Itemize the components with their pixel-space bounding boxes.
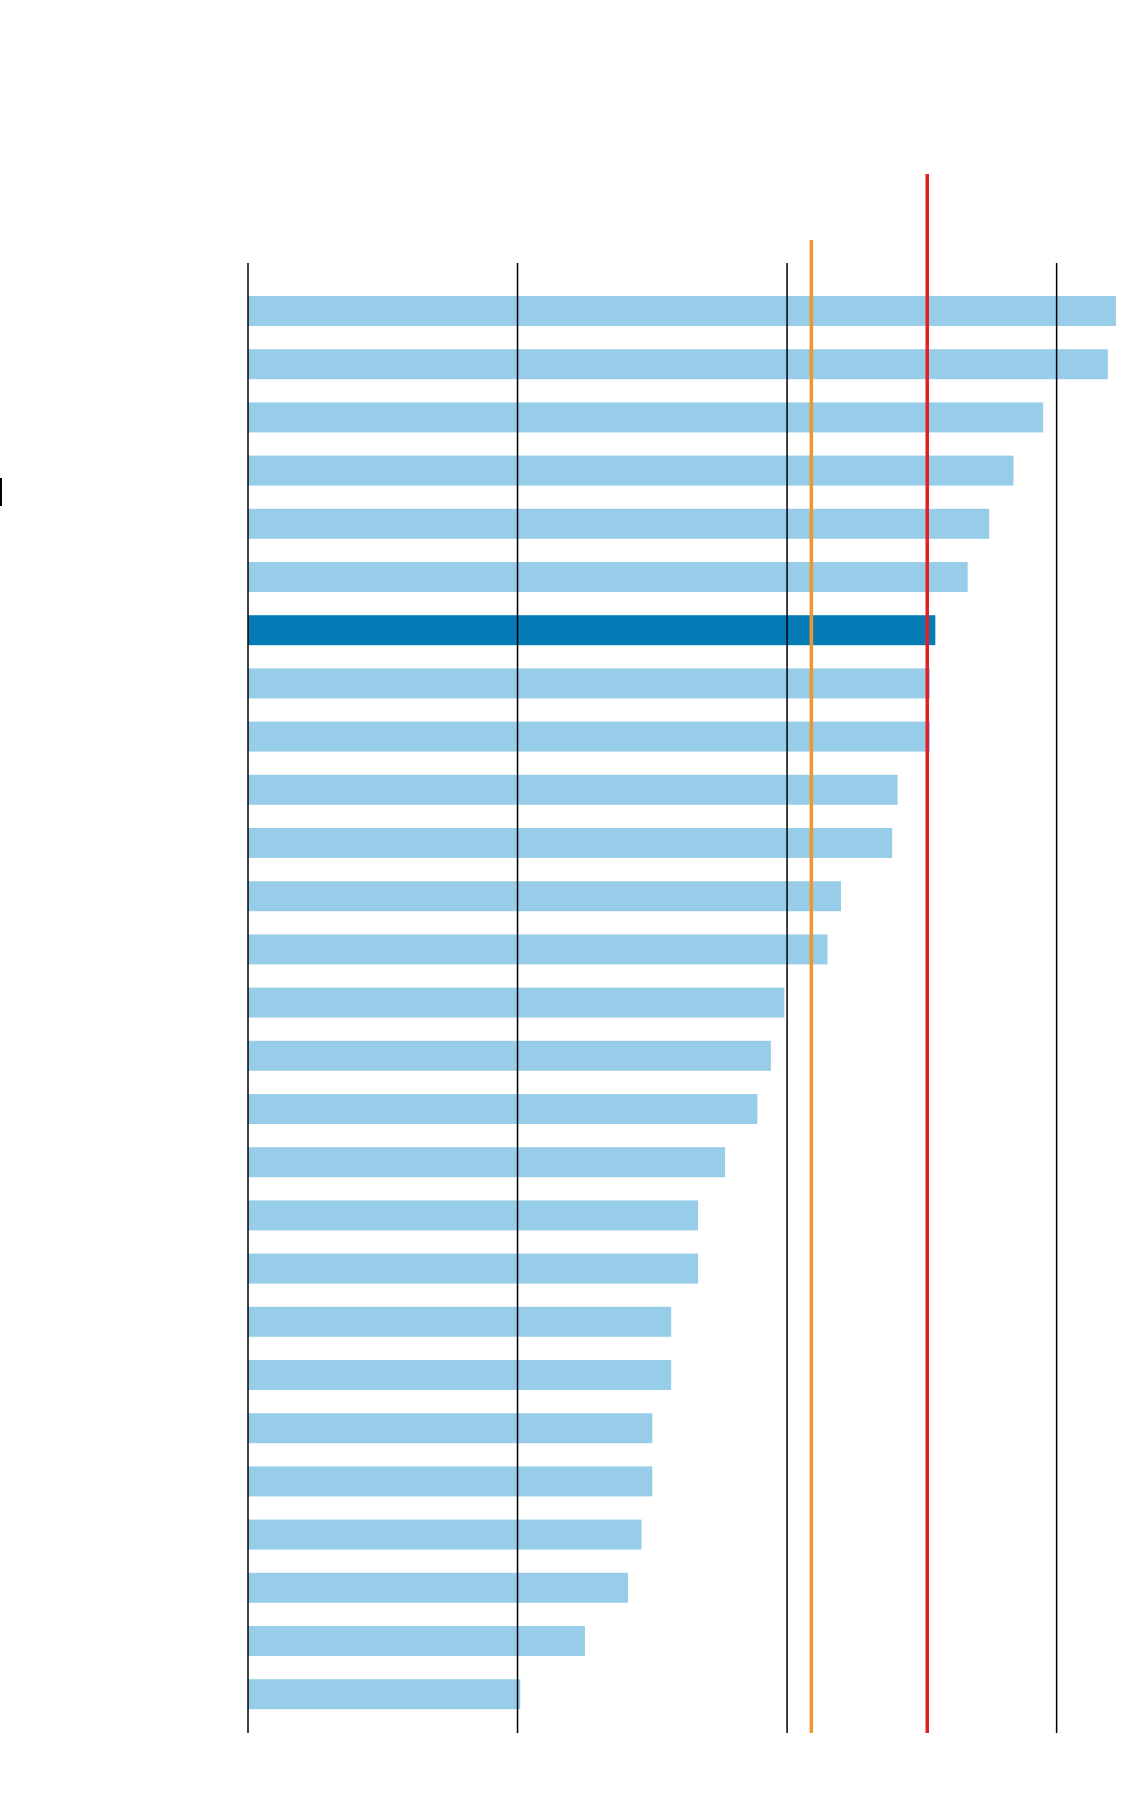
bar: [248, 1147, 726, 1178]
bar: [248, 615, 936, 646]
bar: [248, 987, 785, 1018]
bar: [248, 455, 1014, 486]
bar: [248, 1094, 758, 1124]
bar: [248, 934, 828, 965]
bar: [248, 881, 841, 912]
bar: [248, 1572, 629, 1603]
bar: [248, 668, 930, 699]
bar: [248, 1040, 771, 1071]
bar: [248, 1413, 653, 1444]
bar: [248, 828, 893, 858]
bar: [248, 774, 898, 805]
bar: [248, 562, 968, 592]
bar: [248, 1253, 699, 1284]
bar: [248, 508, 990, 539]
bar: [248, 349, 1108, 380]
bar: [248, 1306, 672, 1337]
bar: [248, 721, 930, 752]
edge-mark: [0, 478, 2, 506]
bar: [248, 402, 1044, 433]
bar: [248, 1200, 699, 1231]
bar: [248, 1519, 642, 1550]
bar: [248, 1679, 521, 1710]
bar: [248, 1360, 672, 1390]
bar: [248, 296, 1116, 326]
bar: [248, 1626, 585, 1656]
bar: [248, 1466, 653, 1497]
